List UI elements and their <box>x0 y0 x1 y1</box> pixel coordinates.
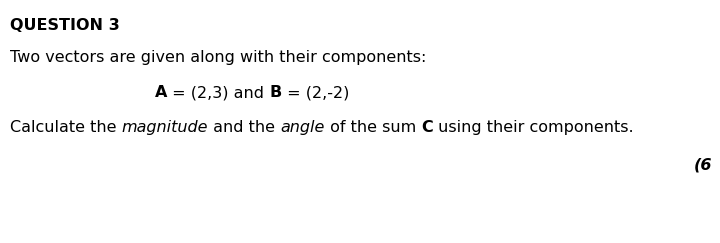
Text: angle: angle <box>280 120 325 135</box>
Text: C: C <box>421 120 433 135</box>
Text: = (2,-2): = (2,-2) <box>282 85 349 100</box>
Text: magnitude: magnitude <box>122 120 208 135</box>
Text: (6: (6 <box>693 158 712 173</box>
Text: B: B <box>269 85 282 100</box>
Text: = (2,3) and: = (2,3) and <box>167 85 269 100</box>
Text: A: A <box>155 85 167 100</box>
Text: Calculate the: Calculate the <box>10 120 122 135</box>
Text: and the: and the <box>208 120 280 135</box>
Text: using their components.: using their components. <box>433 120 634 135</box>
Text: of the sum: of the sum <box>325 120 421 135</box>
Text: Two vectors are given along with their components:: Two vectors are given along with their c… <box>10 50 426 65</box>
Text: QUESTION 3: QUESTION 3 <box>10 18 120 33</box>
